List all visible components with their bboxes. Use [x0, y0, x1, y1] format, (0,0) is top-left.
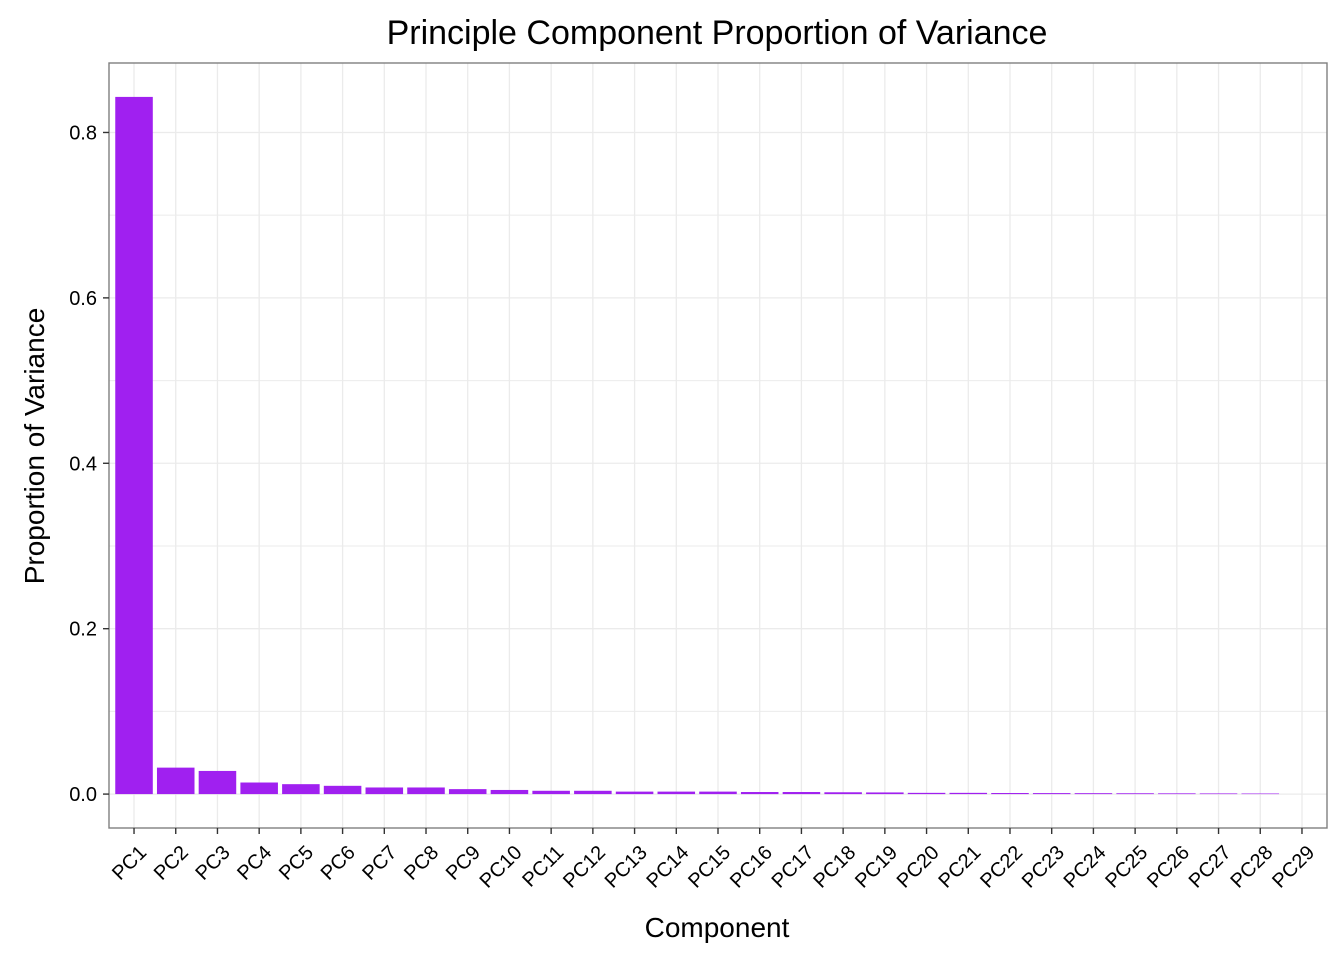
- bar-pc11: [532, 790, 570, 795]
- bar-pc20: [907, 792, 946, 795]
- bar-pc16: [740, 792, 779, 795]
- bar-pc10: [490, 789, 529, 795]
- bar-pc1: [115, 96, 153, 795]
- x-tick-label: PC4: [233, 842, 276, 885]
- bar-pc9: [448, 789, 487, 795]
- x-tick-label: PC22: [976, 842, 1027, 893]
- bars: [115, 96, 1280, 795]
- x-tick-label: PC3: [192, 842, 235, 885]
- bar-pc5: [282, 784, 320, 795]
- x-tick-label: PC23: [1018, 842, 1069, 893]
- x-axis-title: Component: [645, 912, 790, 943]
- x-tick-label: PC28: [1226, 842, 1277, 893]
- x-tick-label: PC21: [934, 842, 985, 893]
- x-tick-label: PC19: [851, 842, 902, 893]
- x-tick-label: PC8: [400, 842, 443, 885]
- bar-pc3: [198, 770, 237, 795]
- x-tick-label: PC24: [1060, 842, 1111, 893]
- x-tick-label: PC14: [643, 842, 694, 893]
- x-tick-label: PC26: [1143, 842, 1194, 893]
- x-tick-label: PC10: [476, 842, 527, 893]
- x-tick-label: PC7: [358, 842, 401, 885]
- bar-pc23: [1032, 793, 1071, 795]
- x-tick-label: PC15: [684, 842, 735, 893]
- bar-pc14: [657, 791, 696, 795]
- x-axis: PC1PC2PC3PC4PC5PC6PC7PC8PC9PC10PC11PC12P…: [108, 828, 1319, 893]
- x-tick-label: PC1: [108, 842, 151, 885]
- x-tick-label: PC6: [317, 842, 360, 885]
- bar-pc19: [866, 792, 904, 795]
- x-tick-label: PC18: [809, 842, 860, 893]
- bar-pc13: [615, 791, 654, 795]
- x-tick-label: PC12: [559, 842, 610, 893]
- bar-pc24: [1074, 793, 1113, 795]
- bar-pc18: [824, 792, 862, 795]
- bar-pc26: [1158, 793, 1196, 795]
- chart-title: Principle Component Proportion of Varian…: [387, 14, 1048, 52]
- x-tick-label: PC29: [1268, 842, 1319, 893]
- x-tick-label: PC27: [1185, 842, 1236, 893]
- y-tick-label: 0.6: [69, 288, 97, 310]
- x-tick-label: PC20: [893, 842, 944, 893]
- x-tick-label: PC2: [150, 842, 193, 885]
- bar-pc12: [574, 790, 612, 795]
- bar-pc15: [699, 791, 737, 795]
- y-tick-label: 0.4: [69, 453, 97, 475]
- bar-pc22: [991, 793, 1029, 795]
- bar-pc17: [782, 792, 821, 795]
- bar-pc7: [365, 787, 404, 795]
- bar-pc4: [240, 782, 278, 795]
- grid: [109, 63, 1327, 828]
- bar-pc6: [323, 785, 362, 795]
- x-tick-label: PC16: [726, 842, 777, 893]
- y-tick-label: 0.0: [69, 784, 97, 806]
- y-axis: 0.0 0.2 0.4 0.6 0.8: [69, 122, 109, 806]
- bar-pc27: [1199, 793, 1238, 795]
- bar-pc25: [1116, 793, 1154, 795]
- y-tick-label: 0.8: [69, 122, 97, 144]
- y-tick-label: 0.2: [69, 619, 97, 641]
- x-tick-label: PC17: [768, 842, 819, 893]
- bar-pc8: [407, 787, 445, 795]
- bar-pc21: [949, 792, 988, 795]
- x-tick-label: PC11: [518, 842, 568, 892]
- y-axis-title: Proportion of Variance: [19, 308, 50, 585]
- bar-pc28: [1241, 793, 1280, 795]
- bar-pc2: [156, 767, 195, 795]
- x-tick-label: PC5: [275, 842, 318, 885]
- x-tick-label: PC25: [1101, 842, 1152, 893]
- x-tick-label: PC13: [601, 842, 652, 893]
